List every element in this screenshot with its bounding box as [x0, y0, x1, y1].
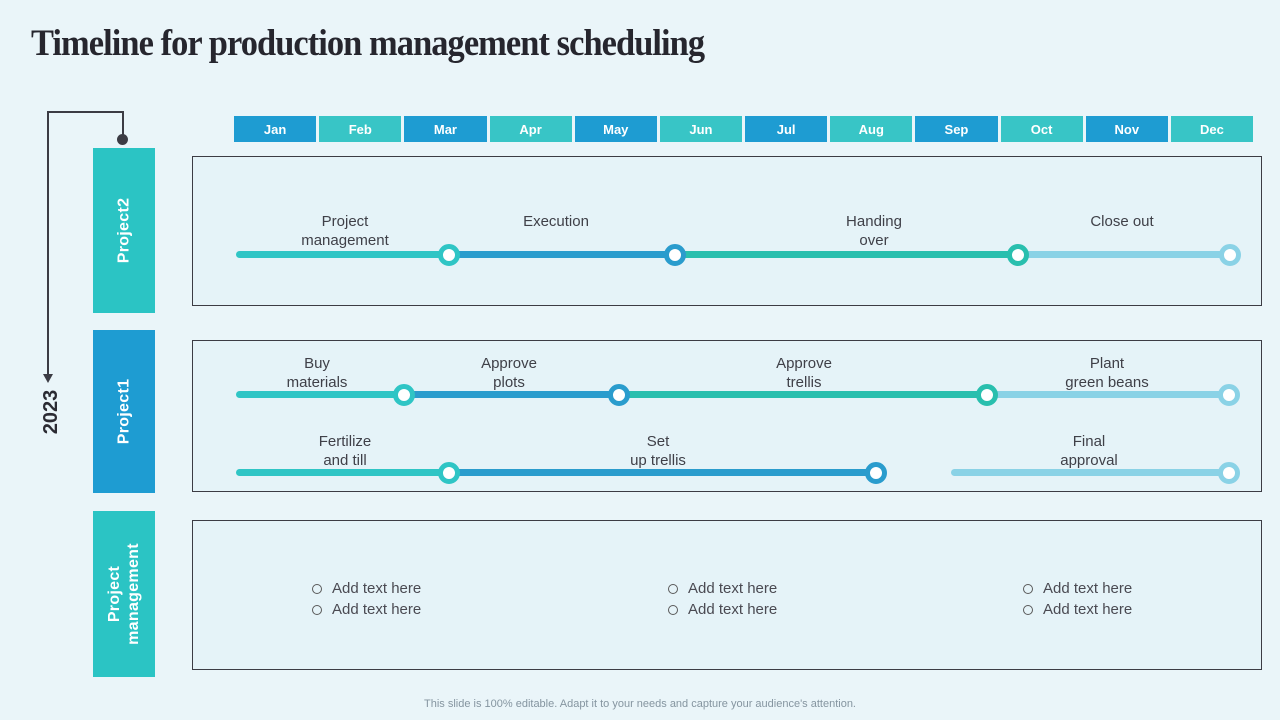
- milestone-dot: [1218, 384, 1240, 406]
- milestone-label: Approve plots: [481, 355, 537, 391]
- row-label-project-management: Project management: [93, 511, 155, 677]
- list-item[interactable]: Add text here: [312, 600, 421, 620]
- milestone-label: Set up trellis: [630, 433, 686, 469]
- month-jul: Jul: [745, 116, 828, 142]
- list-item[interactable]: Add text here: [1023, 600, 1132, 620]
- milestone-dot: [865, 462, 887, 484]
- milestone-dot: [393, 384, 415, 406]
- month-mar: Mar: [404, 116, 487, 142]
- timeline-segment: [236, 251, 449, 258]
- bullet-circle-icon: [668, 584, 678, 594]
- milestone-dot: [1219, 244, 1241, 266]
- timeline-segment: [449, 251, 675, 258]
- bullet-circle-icon: [1023, 605, 1033, 615]
- timeline-segment: [236, 391, 404, 398]
- month-oct: Oct: [1000, 116, 1083, 142]
- milestone-label: Execution: [523, 213, 589, 230]
- milestone-label: Handing over: [846, 213, 902, 249]
- milestone-dot: [608, 384, 630, 406]
- list-item[interactable]: Add text here: [1023, 579, 1132, 599]
- year-connector-horizontal-line: [47, 111, 124, 113]
- year-label: 2023: [40, 389, 62, 435]
- milestone-dot: [1218, 462, 1240, 484]
- month-jun: Jun: [659, 116, 743, 142]
- placeholder-text: Add text here: [1043, 601, 1133, 618]
- bullet-circle-icon: [312, 605, 322, 615]
- milestone-dot: [438, 462, 460, 484]
- milestone-label: Fertilize and till: [318, 433, 372, 469]
- month-may: May: [574, 116, 657, 142]
- timeline-segment: [236, 469, 449, 476]
- list-item[interactable]: Add text here: [668, 579, 777, 599]
- bullet-circle-icon: [1023, 584, 1033, 594]
- milestone-label: Approve trellis: [776, 355, 832, 391]
- timeline-segment: [675, 251, 1018, 258]
- placeholder-column: Add text here Add text here: [1023, 579, 1132, 621]
- milestone-label: Project management: [301, 213, 389, 249]
- month-header: Jan Feb Mar Apr May Jun Jul Aug Sep Oct …: [234, 116, 1254, 142]
- row-label-project1-text: Project1: [115, 378, 133, 445]
- month-nov: Nov: [1085, 116, 1168, 142]
- timeline-segment: [404, 391, 619, 398]
- placeholder-column: Add text here Add text here: [312, 579, 421, 621]
- year-connector-drop-line: [122, 111, 124, 137]
- project1-panel: Buy materials Approve plots Approve trel…: [192, 340, 1262, 492]
- placeholder-text: Add text here: [332, 580, 422, 597]
- milestone-label: Final approval: [1060, 433, 1118, 469]
- placeholder-text: Add text here: [688, 580, 778, 597]
- year-connector-vertical-line: [47, 111, 49, 374]
- row-label-project-management-text: Project management: [106, 543, 143, 645]
- milestone-label: Plant green beans: [1065, 355, 1149, 391]
- month-feb: Feb: [319, 116, 402, 142]
- list-item[interactable]: Add text here: [668, 600, 777, 620]
- row-label-project2-text: Project2: [115, 197, 133, 264]
- placeholder-text: Add text here: [688, 601, 778, 618]
- timeline-segment: [1018, 251, 1230, 258]
- year-connector-dot-icon: [117, 134, 128, 145]
- timeline-segment: [619, 391, 987, 398]
- month-dec: Dec: [1170, 116, 1254, 142]
- bullet-circle-icon: [312, 584, 322, 594]
- placeholder-column: Add text here Add text here: [668, 579, 777, 621]
- month-apr: Apr: [489, 116, 572, 142]
- placeholder-text: Add text here: [1043, 580, 1133, 597]
- timeline-segment: [449, 469, 876, 476]
- bullet-circle-icon: [668, 605, 678, 615]
- month-aug: Aug: [830, 116, 913, 142]
- year-connector-arrowhead-icon: [43, 374, 53, 383]
- milestone-label: Close out: [1090, 213, 1154, 230]
- milestone-dot: [438, 244, 460, 266]
- milestone-dot: [664, 244, 686, 266]
- list-item[interactable]: Add text here: [312, 579, 421, 599]
- month-jan: Jan: [234, 116, 317, 142]
- timeline-segment: [951, 469, 1229, 476]
- project2-panel: Project management Execution Handing ove…: [192, 156, 1262, 306]
- timeline-segment: [987, 391, 1229, 398]
- month-sep: Sep: [915, 116, 998, 142]
- milestone-label: Buy materials: [286, 355, 348, 391]
- page-title: Timeline for production management sched…: [31, 23, 705, 64]
- milestone-dot: [1007, 244, 1029, 266]
- row-label-project1: Project1: [93, 330, 155, 493]
- project-management-panel: Add text here Add text here Add text her…: [192, 520, 1262, 670]
- milestone-dot: [976, 384, 998, 406]
- footer-note: This slide is 100% editable. Adapt it to…: [424, 698, 856, 710]
- placeholder-text: Add text here: [332, 601, 422, 618]
- row-label-project2: Project2: [93, 148, 155, 313]
